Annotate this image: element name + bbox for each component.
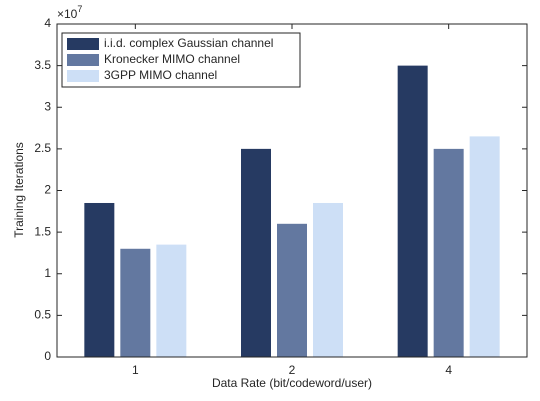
y-tick-label: 3 — [44, 99, 51, 113]
bar — [156, 244, 187, 357]
x-tick-label: 1 — [132, 363, 139, 377]
y-tick-label: 3.5 — [34, 58, 51, 72]
bar — [397, 65, 428, 357]
legend-label: Kronecker MIMO channel — [104, 52, 240, 66]
legend-label: i.i.d. complex Gaussian channel — [104, 36, 273, 50]
plot-frame — [56, 23, 528, 358]
legend-swatch — [67, 54, 99, 66]
y-tick-label: 1.5 — [34, 224, 51, 238]
y-tick-label: 1 — [44, 266, 51, 280]
y-tick-label: 2.5 — [34, 141, 51, 155]
bar — [120, 248, 151, 357]
bar — [241, 148, 271, 357]
y-tick-label: 0.5 — [34, 308, 51, 322]
legend-label: 3GPP MIMO channel — [104, 68, 217, 82]
x-tick-label: 4 — [445, 363, 452, 377]
y-offset-exponent: 7 — [77, 4, 82, 14]
y-offset: ×107 — [57, 4, 82, 21]
bar — [277, 223, 307, 357]
y-axis-label: Training Iterations — [12, 142, 26, 238]
bar — [313, 202, 343, 357]
bar — [433, 148, 464, 357]
bar — [84, 202, 115, 357]
legend-swatch — [67, 70, 99, 82]
x-tick-label: 2 — [289, 363, 296, 377]
y-tick-label: 2 — [44, 183, 51, 197]
y-tick-label: 4 — [44, 16, 51, 30]
bar — [469, 136, 500, 357]
legend-swatch — [67, 38, 99, 50]
y-offset-base: ×10 — [57, 7, 78, 21]
legend-box — [61, 32, 301, 88]
y-tick-label: 0 — [44, 349, 51, 363]
x-axis-label: Data Rate (bit/codeword/user) — [212, 376, 372, 390]
